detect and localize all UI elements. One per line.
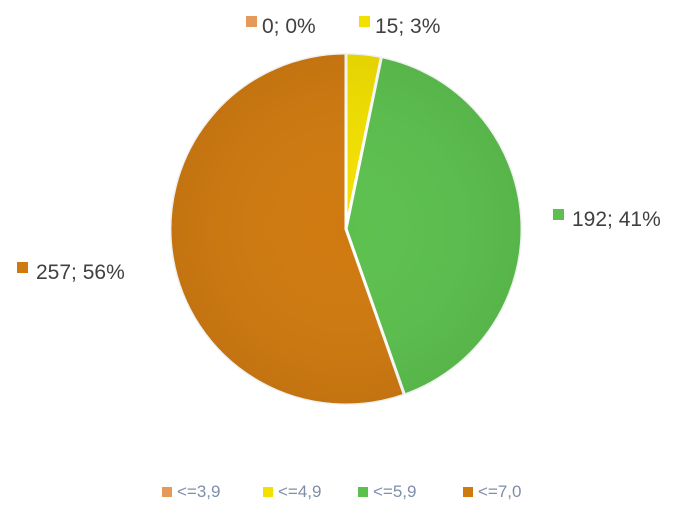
legend-swatch	[358, 487, 368, 497]
pie-shading	[170, 53, 522, 405]
legend-entry-le-5-9: <=5,9	[358, 482, 417, 501]
legend: <=3,9 <=4,9 <=5,9 <=7,0	[162, 482, 522, 501]
data-label-le-5-9: 192; 41%	[553, 208, 661, 231]
data-label-text: 15; 3%	[375, 15, 440, 38]
legend-swatch	[463, 487, 473, 497]
data-label-marker	[553, 209, 564, 220]
legend-label: <=7,0	[478, 482, 522, 501]
legend-label: <=5,9	[373, 482, 417, 501]
data-label-marker	[246, 16, 257, 27]
data-label-text: 0; 0%	[262, 15, 316, 38]
data-labels: 0; 0% 15; 3% 192; 41% 257; 56%	[17, 15, 661, 284]
legend-entry-le-3-9: <=3,9	[162, 482, 221, 501]
data-label-le-4-9: 15; 3%	[359, 15, 440, 38]
pie-slices	[168, 51, 524, 407]
data-label-le-3-9: 0; 0%	[246, 15, 316, 38]
data-label-marker	[17, 262, 28, 273]
legend-entry-le-7-0: <=7,0	[463, 482, 522, 501]
legend-entry-le-4-9: <=4,9	[263, 482, 322, 501]
legend-label: <=3,9	[177, 482, 221, 501]
legend-swatch	[263, 487, 273, 497]
data-label-text: 192; 41%	[572, 208, 661, 231]
data-label-le-7-0: 257; 56%	[17, 261, 125, 284]
legend-swatch	[162, 487, 172, 497]
data-label-text: 257; 56%	[36, 261, 125, 284]
legend-label: <=4,9	[278, 482, 322, 501]
data-label-marker	[359, 16, 370, 27]
